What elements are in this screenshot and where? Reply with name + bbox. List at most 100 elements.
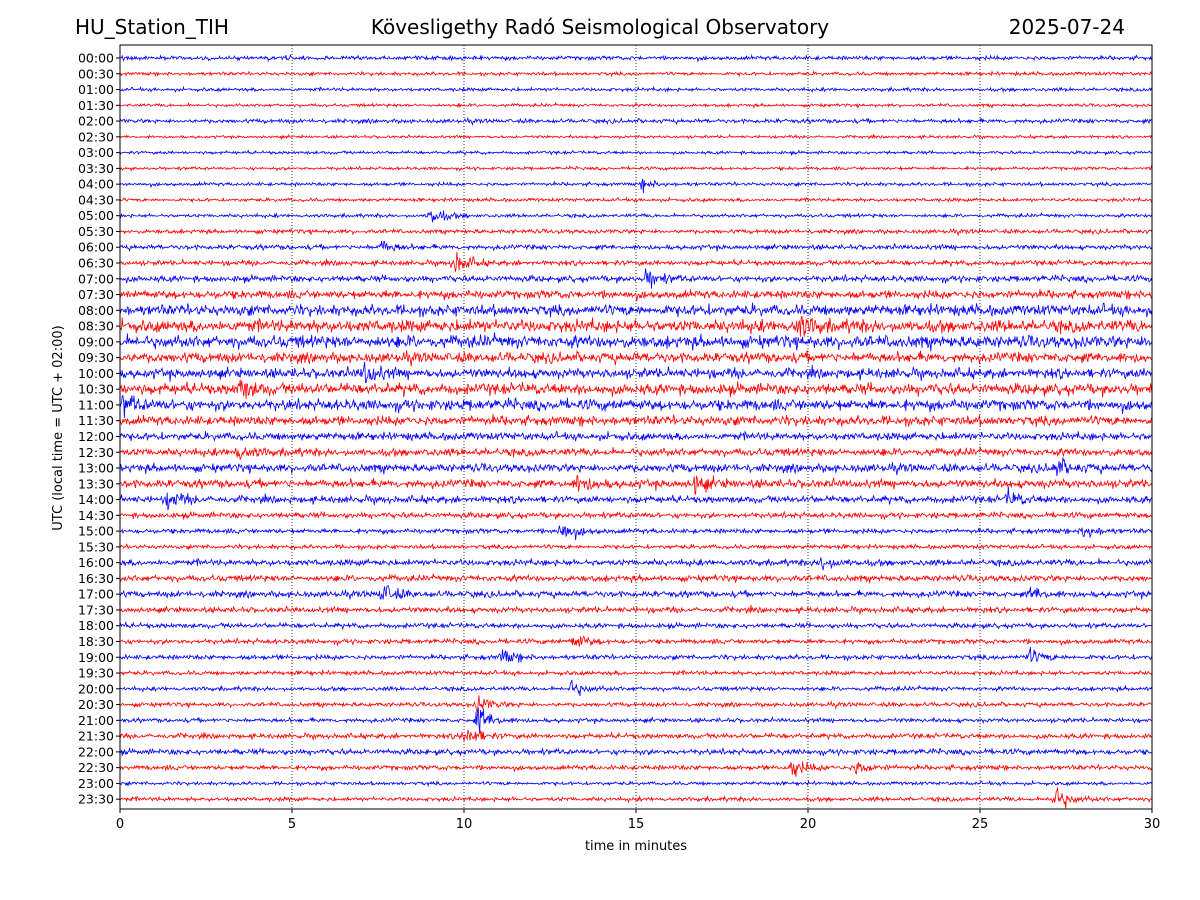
trace-line (119, 227, 1153, 237)
x-tick-label: 5 (288, 817, 296, 832)
trace-line (119, 240, 1153, 253)
y-tick-label: 17:00 (78, 587, 114, 602)
trace-line (119, 210, 1153, 223)
trace-line (119, 646, 1153, 663)
trace-line (119, 332, 1153, 352)
y-tick-label: 01:00 (78, 82, 114, 97)
y-tick-label: 20:30 (78, 697, 114, 712)
y-tick-label: 03:30 (78, 161, 114, 176)
x-tick-labels: 0 5 10 15 20 25 30 (116, 809, 1160, 832)
y-tick-label: 21:00 (78, 713, 114, 728)
trace-line (119, 268, 1153, 289)
trace-line (119, 101, 1153, 110)
station-label: HU_Station_TIH (75, 15, 229, 39)
y-tick-label: 07:30 (78, 287, 114, 302)
y-tick-label: 04:30 (78, 192, 114, 207)
trace-line (119, 414, 1153, 427)
trace-line (119, 349, 1153, 367)
y-tick-label: 13:00 (78, 461, 114, 476)
trace-line (119, 315, 1153, 337)
y-tick-label: 08:00 (78, 303, 114, 318)
trace-line (119, 729, 1153, 741)
y-tick-label: 16:30 (78, 571, 114, 586)
y-tick-label: 10:30 (78, 382, 114, 397)
x-tick-label: 0 (116, 817, 124, 832)
trace-line (119, 573, 1153, 584)
x-tick-label: 15 (628, 817, 645, 832)
trace-line (119, 557, 1153, 571)
y-tick-label: 11:30 (78, 413, 114, 428)
y-tick-label: 14:30 (78, 508, 114, 523)
trace-line (119, 69, 1153, 78)
y-tick-label: 18:30 (78, 634, 114, 649)
trace-line (119, 486, 1153, 511)
y-tick-label: 07:00 (78, 271, 114, 286)
y-tick-label: 23:30 (78, 792, 114, 807)
y-tick-label: 23:00 (78, 776, 114, 791)
x-tick-label: 10 (456, 817, 473, 832)
trace-line (119, 288, 1153, 302)
y-tick-label: 21:30 (78, 729, 114, 744)
y-tick-label: 19:00 (78, 650, 114, 665)
trace-line (119, 635, 1153, 647)
y-tick-label: 04:00 (78, 177, 114, 192)
trace-line (119, 510, 1153, 521)
trace-line (119, 85, 1153, 94)
y-tick-label: 06:00 (78, 240, 114, 255)
trace-line (119, 133, 1153, 141)
y-tick-label: 12:00 (78, 429, 114, 444)
trace-line (119, 620, 1152, 630)
trace-group (119, 53, 1153, 809)
y-tick-label: 13:30 (78, 476, 114, 491)
grid-lines (291, 45, 981, 809)
x-tick-label: 30 (1144, 817, 1161, 832)
trace-line (119, 379, 1153, 400)
trace-line (119, 178, 1153, 194)
trace-line (119, 457, 1153, 477)
trace-line (119, 475, 1153, 495)
y-tick-labels: 00:0000:3001:0001:3002:0002:3003:0003:30… (78, 51, 120, 807)
y-tick-label: 06:30 (78, 256, 114, 271)
trace-line (119, 394, 1153, 418)
trace-line (119, 779, 1153, 788)
x-axis-label: time in minutes (585, 839, 687, 854)
y-tick-label: 05:00 (78, 208, 114, 223)
trace-line (119, 585, 1153, 601)
trace-line (119, 707, 1153, 734)
trace-line (120, 53, 1153, 63)
y-tick-label: 00:00 (78, 51, 114, 66)
y-tick-label: 12:30 (78, 445, 114, 460)
y-tick-label: 09:00 (78, 334, 114, 349)
y-tick-label: 09:30 (78, 350, 114, 365)
trace-line (119, 116, 1153, 127)
y-tick-label: 17:30 (78, 602, 114, 617)
chart-title: Kövesligethy Radó Seismological Observat… (370, 15, 830, 39)
trace-line (119, 361, 1153, 384)
trace-line (119, 695, 1153, 713)
trace-line (119, 446, 1153, 461)
y-tick-label: 22:00 (78, 744, 114, 759)
trace-line (119, 525, 1153, 541)
trace-line (119, 302, 1153, 318)
y-tick-label: 02:30 (78, 129, 114, 144)
trace-line (119, 746, 1153, 757)
y-tick-label: 08:30 (78, 319, 114, 334)
y-tick-label: 19:30 (78, 666, 114, 681)
trace-line (119, 164, 1153, 173)
trace-line (119, 761, 1153, 777)
y-tick-label: 11:00 (78, 397, 114, 412)
y-tick-label: 00:30 (78, 66, 114, 81)
y-tick-label: 20:00 (78, 681, 114, 696)
trace-line (119, 251, 1153, 272)
trace-line (119, 543, 1153, 551)
trace-line (119, 679, 1153, 697)
y-tick-label: 16:00 (78, 555, 114, 570)
y-tick-label: 03:00 (78, 145, 114, 160)
trace-line (119, 149, 1153, 157)
y-tick-label: 22:30 (78, 760, 114, 775)
chart-date: 2025-07-24 (1008, 15, 1125, 39)
trace-line (119, 196, 1153, 204)
x-tick-label: 20 (800, 817, 817, 832)
trace-line (119, 668, 1153, 677)
